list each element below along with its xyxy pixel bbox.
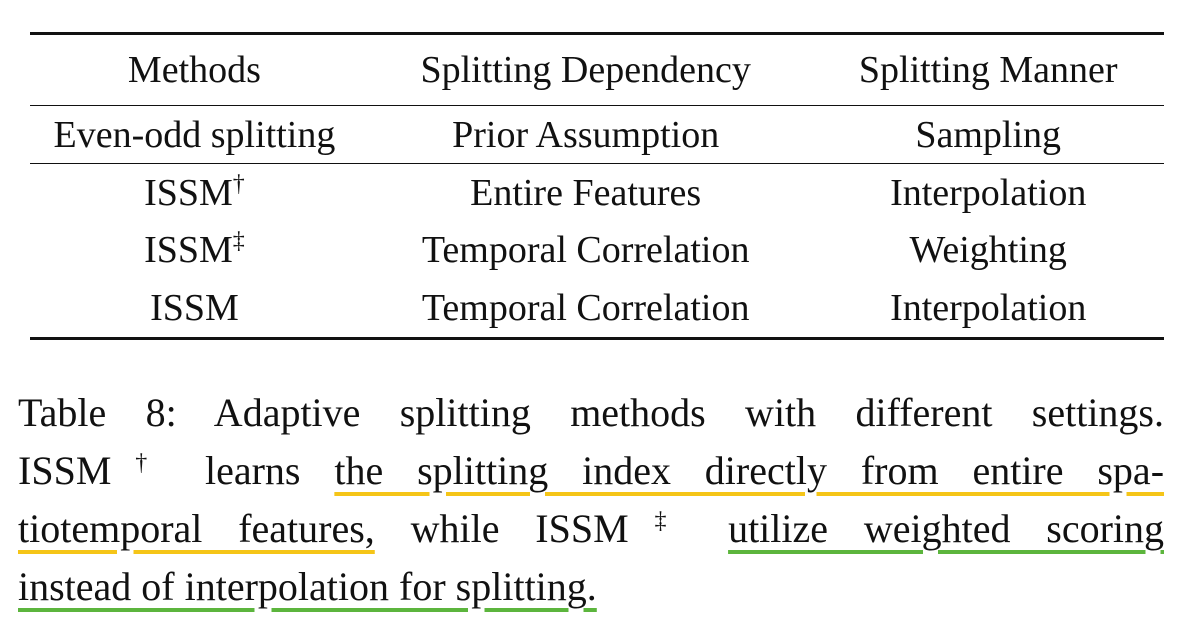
cell-dependency: Temporal Correlation bbox=[421, 286, 750, 329]
cell-method: ISSM‡ bbox=[144, 227, 245, 271]
highlight-green: utilize weighted scoring bbox=[728, 506, 1164, 551]
results-table-container: Methods Splitting Dependency Splitting M… bbox=[30, 32, 1164, 340]
cell-method: ISSM† bbox=[144, 170, 245, 214]
table-row: ISSM† Entire Features Interpolation bbox=[30, 163, 1164, 222]
results-table: Methods Splitting Dependency Splitting M… bbox=[30, 32, 1164, 340]
highlight-green: instead of interpolation for splitting. bbox=[18, 564, 597, 609]
caption-line: Table 8: Adaptive splitting methods with… bbox=[18, 384, 1164, 442]
caption-line: tiotemporal features, while ISSM‡ utiliz… bbox=[18, 506, 1164, 551]
cell-method: Even-odd splitting bbox=[53, 113, 336, 156]
caption-prefix: Table 8: Adaptive splitting methods with… bbox=[18, 390, 1164, 435]
table-row: Even-odd splitting Prior Assumption Samp… bbox=[30, 105, 1164, 164]
dagger-mark: † bbox=[111, 450, 172, 476]
cell-dependency: Entire Features bbox=[470, 171, 702, 214]
table-header-row: Methods Splitting Dependency Splitting M… bbox=[30, 33, 1164, 106]
table-row: ISSM‡ Temporal Correlation Weighting bbox=[30, 221, 1164, 278]
cell-method: ISSM bbox=[150, 286, 239, 329]
cell-dependency: Temporal Correlation bbox=[421, 228, 750, 271]
cell-manner: Interpolation bbox=[890, 286, 1087, 329]
cell-manner: Interpolation bbox=[890, 171, 1087, 214]
highlight-yellow: the splitting index directly from entire… bbox=[334, 448, 1165, 493]
header-splitting-manner: Splitting Manner bbox=[858, 49, 1118, 91]
double-dagger-mark: ‡ bbox=[628, 508, 693, 534]
cell-manner: Sampling bbox=[915, 113, 1062, 156]
highlight-yellow: tiotemporal features, bbox=[18, 506, 375, 551]
table-caption: Table 8: Adaptive splitting methods with… bbox=[18, 384, 1164, 616]
cell-manner: Weighting bbox=[909, 228, 1067, 271]
cell-dependency: Prior Assumption bbox=[452, 113, 720, 156]
caption-issm-dagger: ISSM bbox=[18, 448, 112, 493]
header-methods: Methods bbox=[127, 49, 261, 91]
caption-issm-double-dagger: ISSM bbox=[535, 506, 629, 551]
header-splitting-dependency: Splitting Dependency bbox=[420, 49, 751, 91]
caption-line: instead of interpolation for splitting. bbox=[18, 558, 1164, 616]
table-row: ISSM Temporal Correlation Interpolation bbox=[30, 278, 1164, 339]
caption-line: ISSM† learns the splitting index directl… bbox=[18, 448, 1165, 493]
